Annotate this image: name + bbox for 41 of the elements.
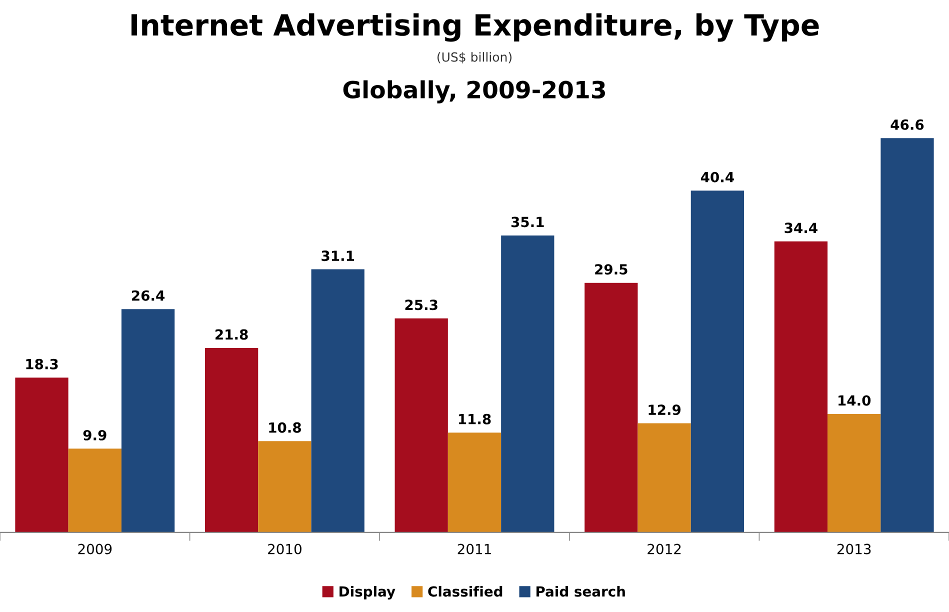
text: Globally, 2009-2013	[343, 80, 605, 104]
bar	[204, 348, 258, 532]
data-label: 12.9	[648, 404, 681, 416]
data-label: 40.4	[700, 172, 734, 182]
data-label: 11.8	[458, 414, 491, 424]
data-label: 46.6	[890, 119, 924, 130]
data-label: 9.9	[83, 430, 106, 440]
legend-label: Display	[340, 586, 396, 600]
legend-label: Classified	[428, 586, 502, 597]
data-label: 31.1	[322, 250, 354, 262]
x-tick-label: 2009	[78, 544, 112, 554]
bar	[394, 318, 448, 532]
bar	[501, 235, 554, 532]
x-tick-label: 2011	[458, 544, 491, 554]
bar	[15, 378, 68, 532]
bar	[828, 414, 881, 532]
x-tick-label: 2012	[648, 544, 681, 554]
bar	[690, 190, 744, 532]
bar	[448, 432, 502, 532]
data-label: 29.5	[595, 264, 628, 275]
bar	[638, 423, 691, 532]
x-tick-label: 2010	[268, 544, 302, 554]
data-label: 35.1	[511, 216, 544, 228]
data-label: 21.8	[216, 329, 248, 340]
data-label: 34.4	[784, 222, 818, 234]
data-label: 18.3	[26, 358, 58, 370]
bar	[121, 309, 175, 532]
chart-subtitle: (US$ billion)	[437, 52, 512, 64]
bar	[584, 282, 638, 532]
data-label: 26.4	[132, 290, 165, 301]
bar	[774, 241, 828, 532]
bar	[311, 269, 364, 532]
data-label: 10.8	[269, 422, 301, 433]
bar	[68, 448, 122, 532]
bar	[880, 138, 934, 532]
bar	[258, 441, 312, 532]
chart-title: Internet Advertising Expenditure, by Type	[131, 13, 819, 42]
data-label: 14.0	[838, 395, 871, 406]
x-tick-label: 2013	[837, 544, 871, 554]
legend-label: Paid search	[536, 586, 625, 597]
data-label: 25.3	[405, 300, 438, 310]
